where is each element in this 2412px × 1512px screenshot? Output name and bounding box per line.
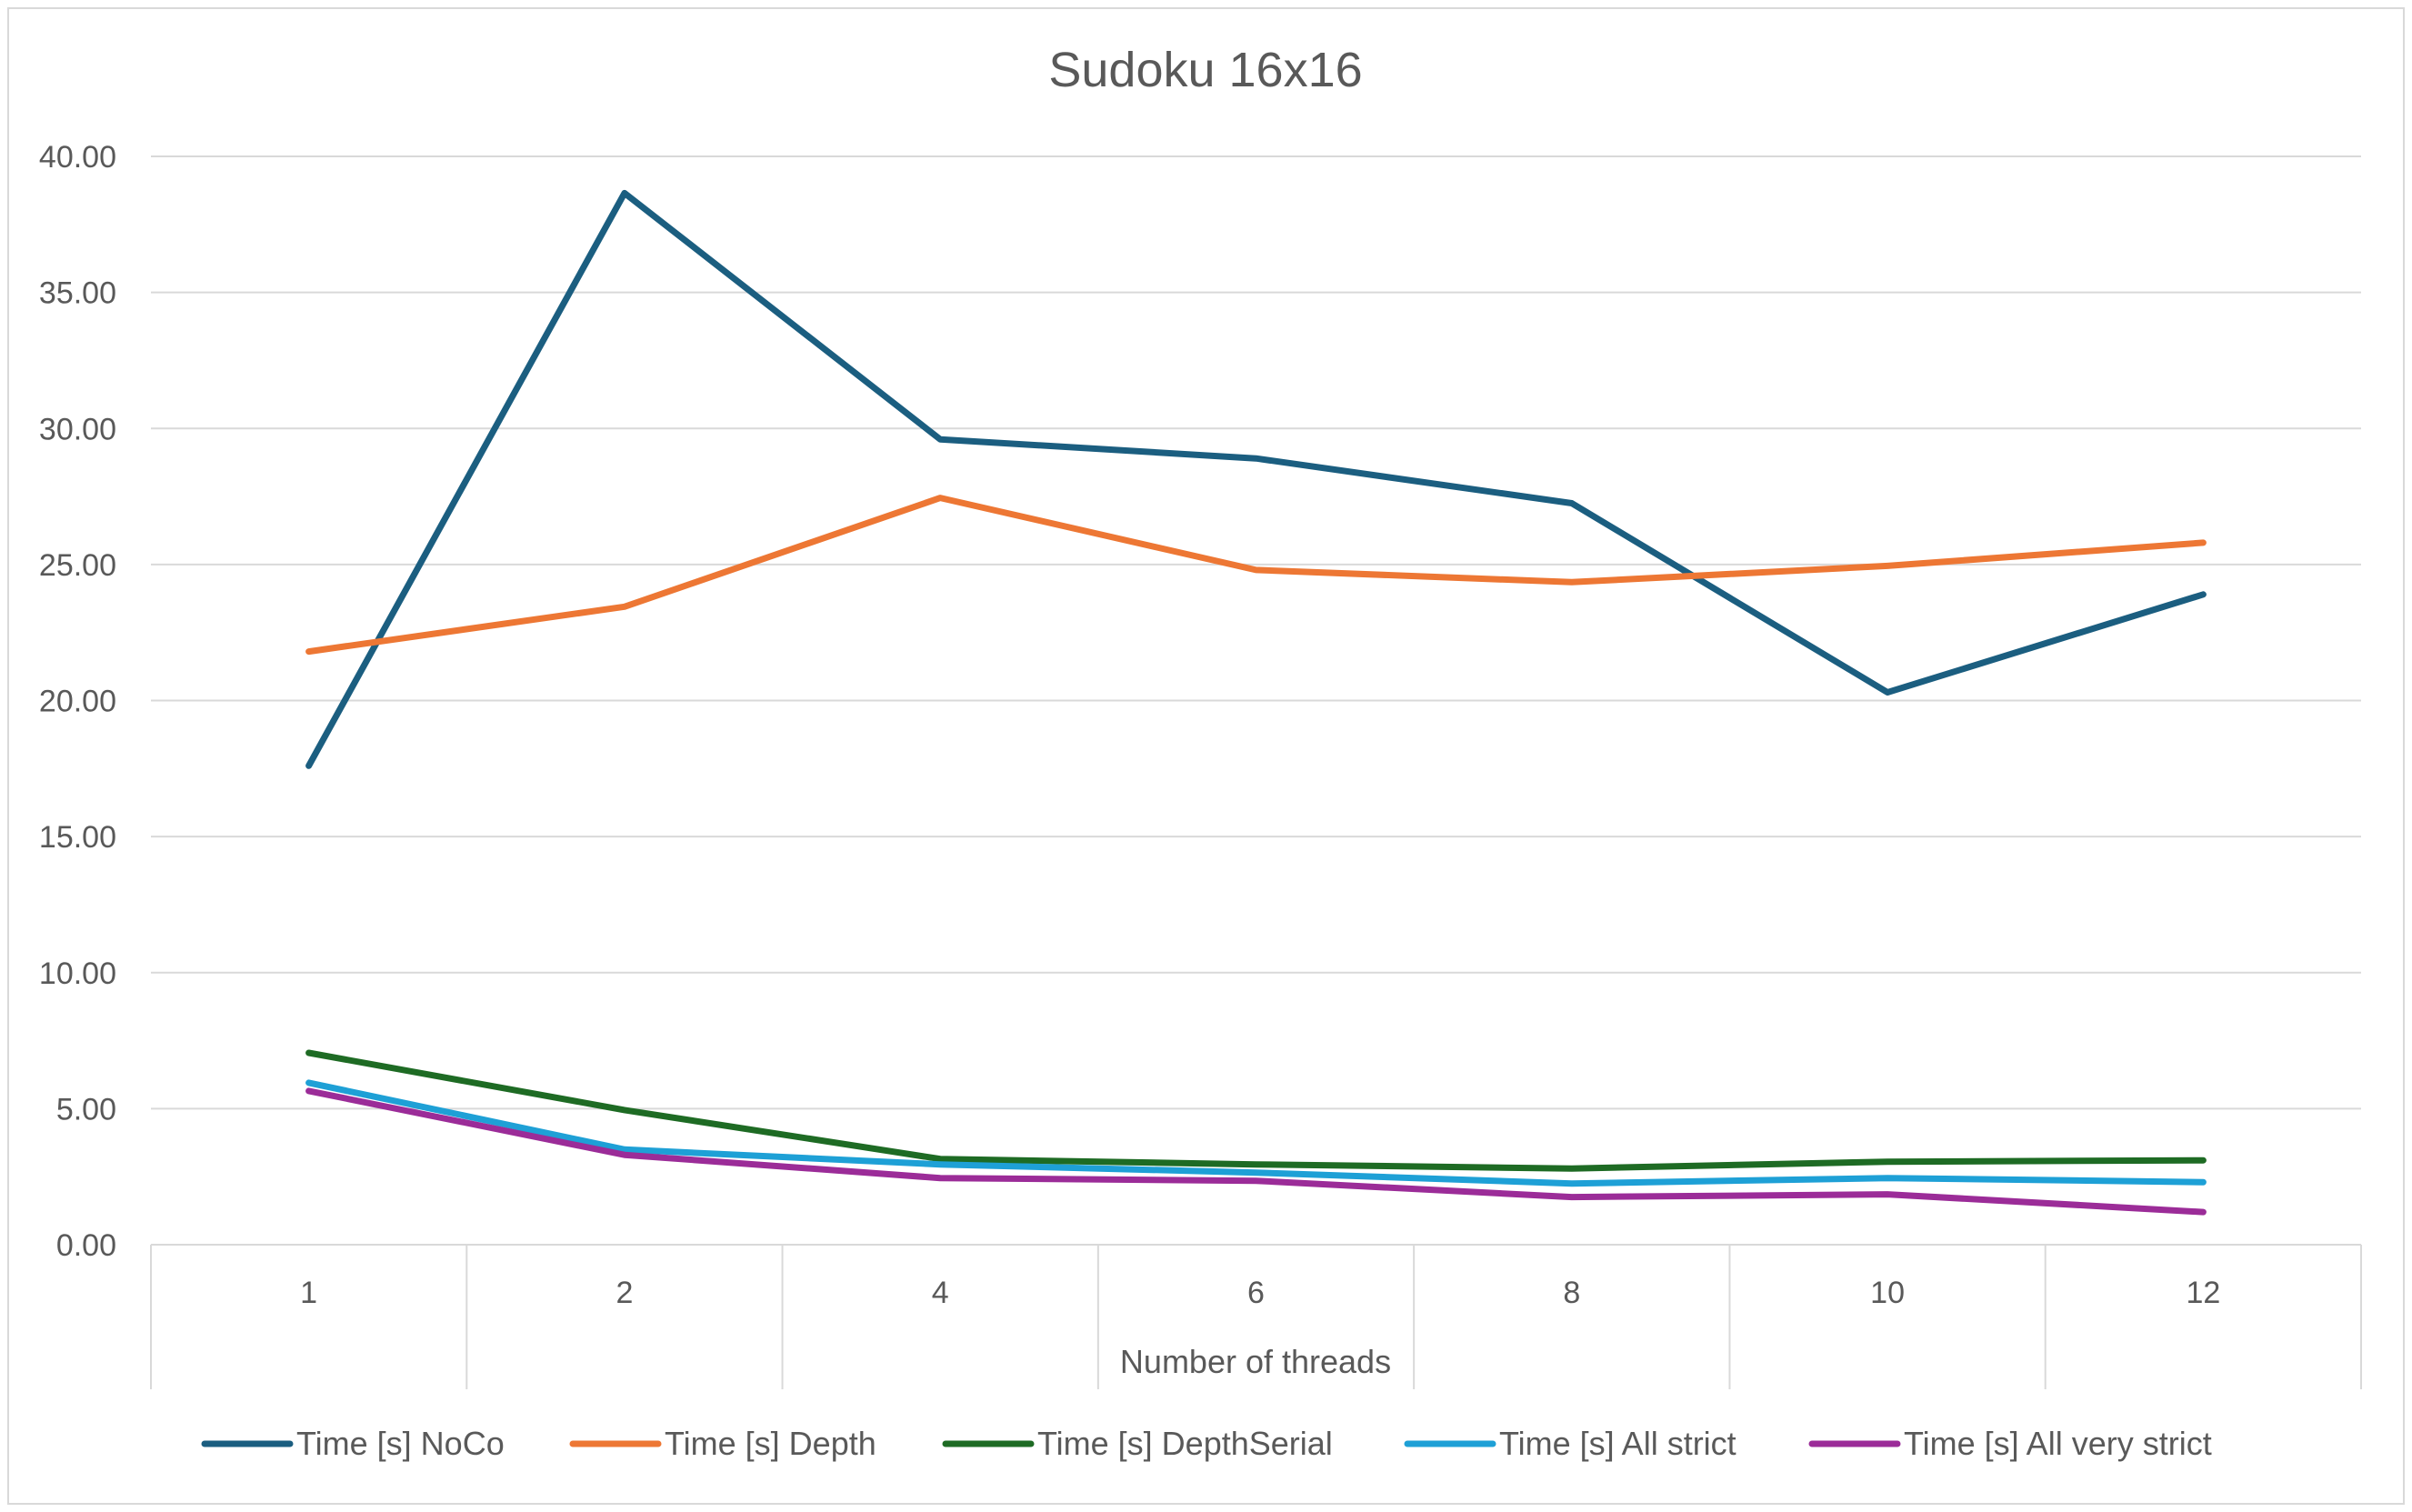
y-axis-tick-labels: 0.00 5.00 10.00 15.00 20.00 25.00 30.00 35.00 40…	[39, 140, 116, 1263]
x-tick-label: 10	[1870, 1276, 1905, 1310]
legend-label: Time [s] NoCo	[296, 1425, 505, 1462]
y-tick-label: 20.00	[39, 685, 116, 719]
series-line-5	[305, 1087, 2207, 1216]
y-tick-label: 10.00	[39, 956, 116, 991]
y-tick-label: 15.00	[39, 820, 116, 855]
legend-label: Time [s] Depth	[665, 1425, 876, 1462]
chart-title: Sudoku 16x16	[1048, 43, 1362, 97]
series-line-4	[305, 1079, 2207, 1187]
y-tick-label: 0.00	[56, 1228, 116, 1263]
x-tick-label: 8	[1563, 1276, 1580, 1310]
y-tick-label: 25.00	[39, 548, 116, 583]
x-tick-label: 4	[932, 1276, 949, 1310]
series-line-2	[305, 495, 2207, 656]
legend-label: Time [s] DepthSerial	[1037, 1425, 1333, 1462]
series-line-1	[305, 189, 2207, 769]
x-tick-label: 12	[2186, 1276, 2220, 1310]
y-tick-label: 5.00	[56, 1092, 116, 1126]
y-tick-label: 30.00	[39, 412, 116, 446]
x-axis-title: Number of threads	[1120, 1343, 1391, 1380]
x-tick-label: 6	[1247, 1276, 1265, 1310]
gridlines	[150, 155, 2362, 1389]
y-tick-label: 35.00	[39, 276, 116, 311]
legend-label: Time [s] All strict	[1499, 1425, 1736, 1462]
series-lines	[305, 189, 2207, 1216]
chart-frame	[7, 7, 2405, 1505]
legend: Time [s] NoCo Time [s] Depth Time [s] Dept…	[201, 1425, 2212, 1462]
x-tick-label: 2	[616, 1276, 633, 1310]
legend-label: Time [s] All very strict	[1904, 1425, 2212, 1462]
x-tick-label: 1	[300, 1276, 317, 1310]
series-line-3	[305, 1049, 2207, 1172]
x-axis-tick-labels: 1 2 4 6 8 10 12	[300, 1276, 2220, 1310]
y-tick-label: 40.00	[39, 140, 116, 175]
